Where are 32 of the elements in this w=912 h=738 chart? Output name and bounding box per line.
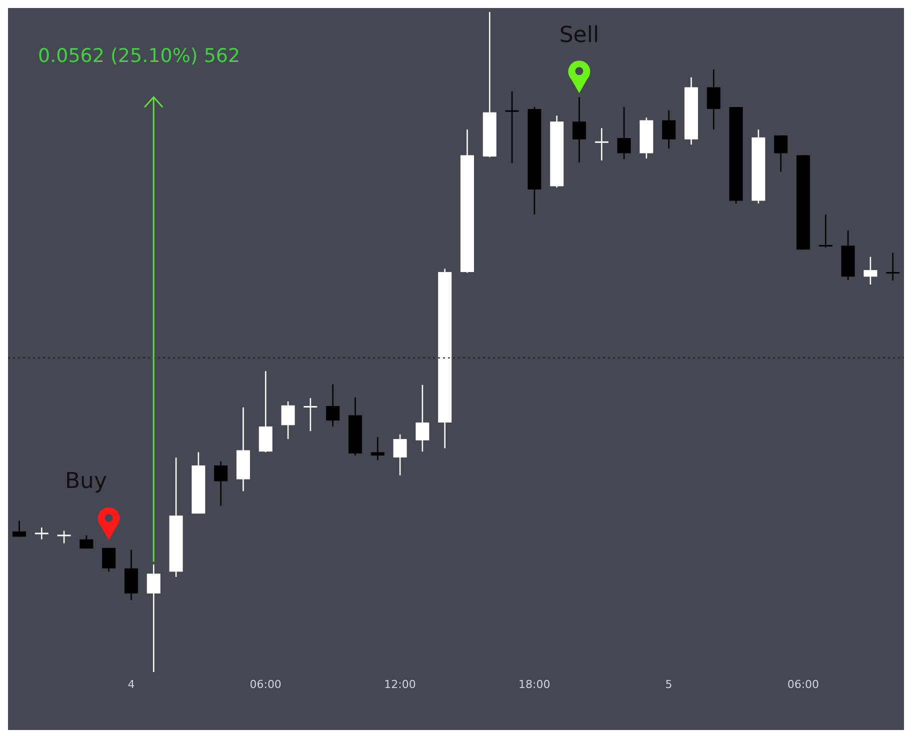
candlestick xyxy=(864,256,878,286)
candlestick xyxy=(416,384,430,452)
annotation: Sell xyxy=(559,23,600,48)
candlestick xyxy=(57,530,71,544)
candlestick xyxy=(774,134,788,172)
candlestick xyxy=(326,384,340,428)
x-tick-label: 06:00 xyxy=(787,678,820,691)
candlestick xyxy=(214,460,228,506)
candlestick xyxy=(146,564,160,672)
x-tick-label: 4 xyxy=(128,678,135,691)
candlestick xyxy=(34,526,48,540)
x-tick-label: 18:00 xyxy=(518,678,550,691)
candlestick xyxy=(886,252,900,282)
candlestick xyxy=(80,534,94,550)
candlestick xyxy=(102,547,116,572)
candlestick xyxy=(304,397,318,432)
candlestick xyxy=(505,90,519,164)
x-tick-label: 06:00 xyxy=(250,678,282,691)
candlestick xyxy=(281,400,295,440)
candlestick xyxy=(706,68,720,130)
candlestick xyxy=(12,520,26,538)
candlestick xyxy=(594,128,608,162)
annotation: 0.0562 (25.10%) 562 xyxy=(38,45,240,67)
annotation: Buy xyxy=(64,469,108,494)
x-tick-label: 5 xyxy=(665,678,672,691)
candlestick xyxy=(572,96,586,164)
candlestick xyxy=(370,436,384,461)
candlestick xyxy=(393,434,407,476)
x-tick-label: 12:00 xyxy=(384,678,416,691)
candlestick xyxy=(662,110,676,150)
candlestick xyxy=(617,106,631,160)
candlestick xyxy=(818,214,832,248)
